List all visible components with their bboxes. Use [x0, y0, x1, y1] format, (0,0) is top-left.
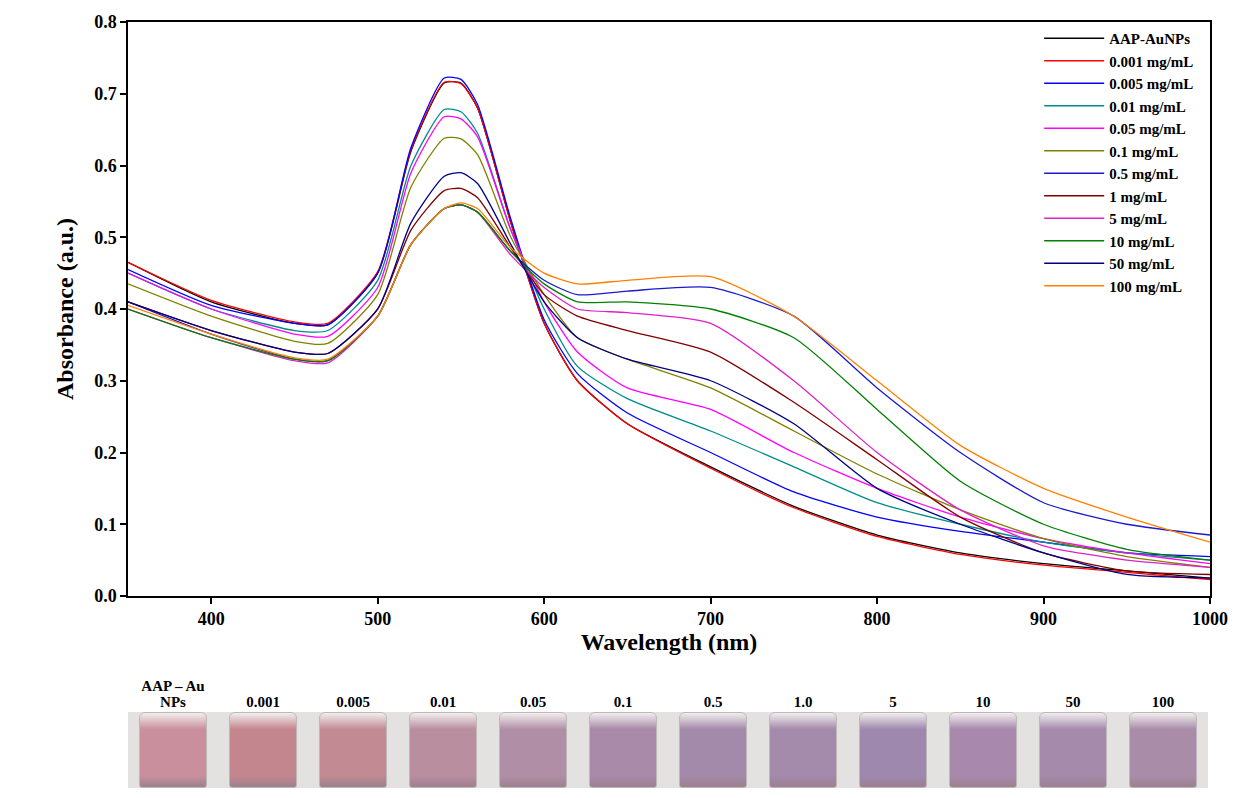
svg-text:AAP-AuNPs: AAP-AuNPs [1109, 31, 1190, 47]
svg-text:0.3: 0.3 [94, 371, 117, 391]
html-text:100: 100 [1151, 694, 1175, 710]
svg-text:0.5: 0.5 [94, 228, 117, 248]
html-text:0.01: 0.01 [429, 694, 457, 710]
html-text:50: 50 [1065, 694, 1081, 710]
svg-text:1000: 1000 [1192, 609, 1228, 629]
svg-text:700: 700 [697, 609, 724, 629]
svg-text:0.01 mg/mL: 0.01 mg/mL [1109, 99, 1186, 115]
svg-text:0.7: 0.7 [94, 84, 117, 104]
svg-text:400: 400 [198, 609, 225, 629]
svg-text:10 mg/mL: 10 mg/mL [1109, 234, 1174, 250]
svg-text:0.1 mg/mL: 0.1 mg/mL [1109, 144, 1178, 160]
svg-text:0.005 mg/mL: 0.005 mg/mL [1109, 76, 1193, 92]
html-text:0.5: 0.5 [703, 694, 723, 710]
svg-text:0.05 mg/mL: 0.05 mg/mL [1109, 121, 1186, 137]
svg-text:5 mg/mL: 5 mg/mL [1109, 211, 1167, 227]
svg-text:0.001 mg/mL: 0.001 mg/mL [1109, 54, 1193, 70]
svg-text:500: 500 [364, 609, 391, 629]
svg-text:0.6: 0.6 [94, 156, 117, 176]
svg-text:0.2: 0.2 [94, 443, 117, 463]
svg-text:Absorbance (a.u.): Absorbance (a.u.) [52, 218, 78, 400]
svg-text:0.0: 0.0 [94, 586, 117, 606]
svg-text:0.1: 0.1 [94, 515, 117, 535]
svg-text:Wavelength (nm): Wavelength (nm) [581, 629, 758, 655]
html-text:1.0: 1.0 [793, 694, 813, 710]
html-text:5: 5 [889, 694, 897, 710]
svg-text:1 mg/mL: 1 mg/mL [1109, 189, 1167, 205]
svg-text:50 mg/mL: 50 mg/mL [1109, 256, 1174, 272]
svg-text:0.4: 0.4 [94, 299, 117, 319]
html-text:0.1: 0.1 [613, 694, 633, 710]
html-text:0.05: 0.05 [519, 694, 547, 710]
svg-text:100 mg/mL: 100 mg/mL [1109, 279, 1182, 295]
html-text:0.001: 0.001 [246, 694, 280, 710]
svg-text:900: 900 [1030, 609, 1057, 629]
html-text:AAP – Au NPs: AAP – Au NPs [141, 678, 205, 710]
svg-text:0.5 mg/mL: 0.5 mg/mL [1109, 166, 1178, 182]
html-text:0.005: 0.005 [336, 694, 370, 710]
svg-text:0.8: 0.8 [94, 12, 117, 32]
svg-text:800: 800 [864, 609, 891, 629]
html-text:10: 10 [975, 694, 991, 710]
svg-text:600: 600 [531, 609, 558, 629]
